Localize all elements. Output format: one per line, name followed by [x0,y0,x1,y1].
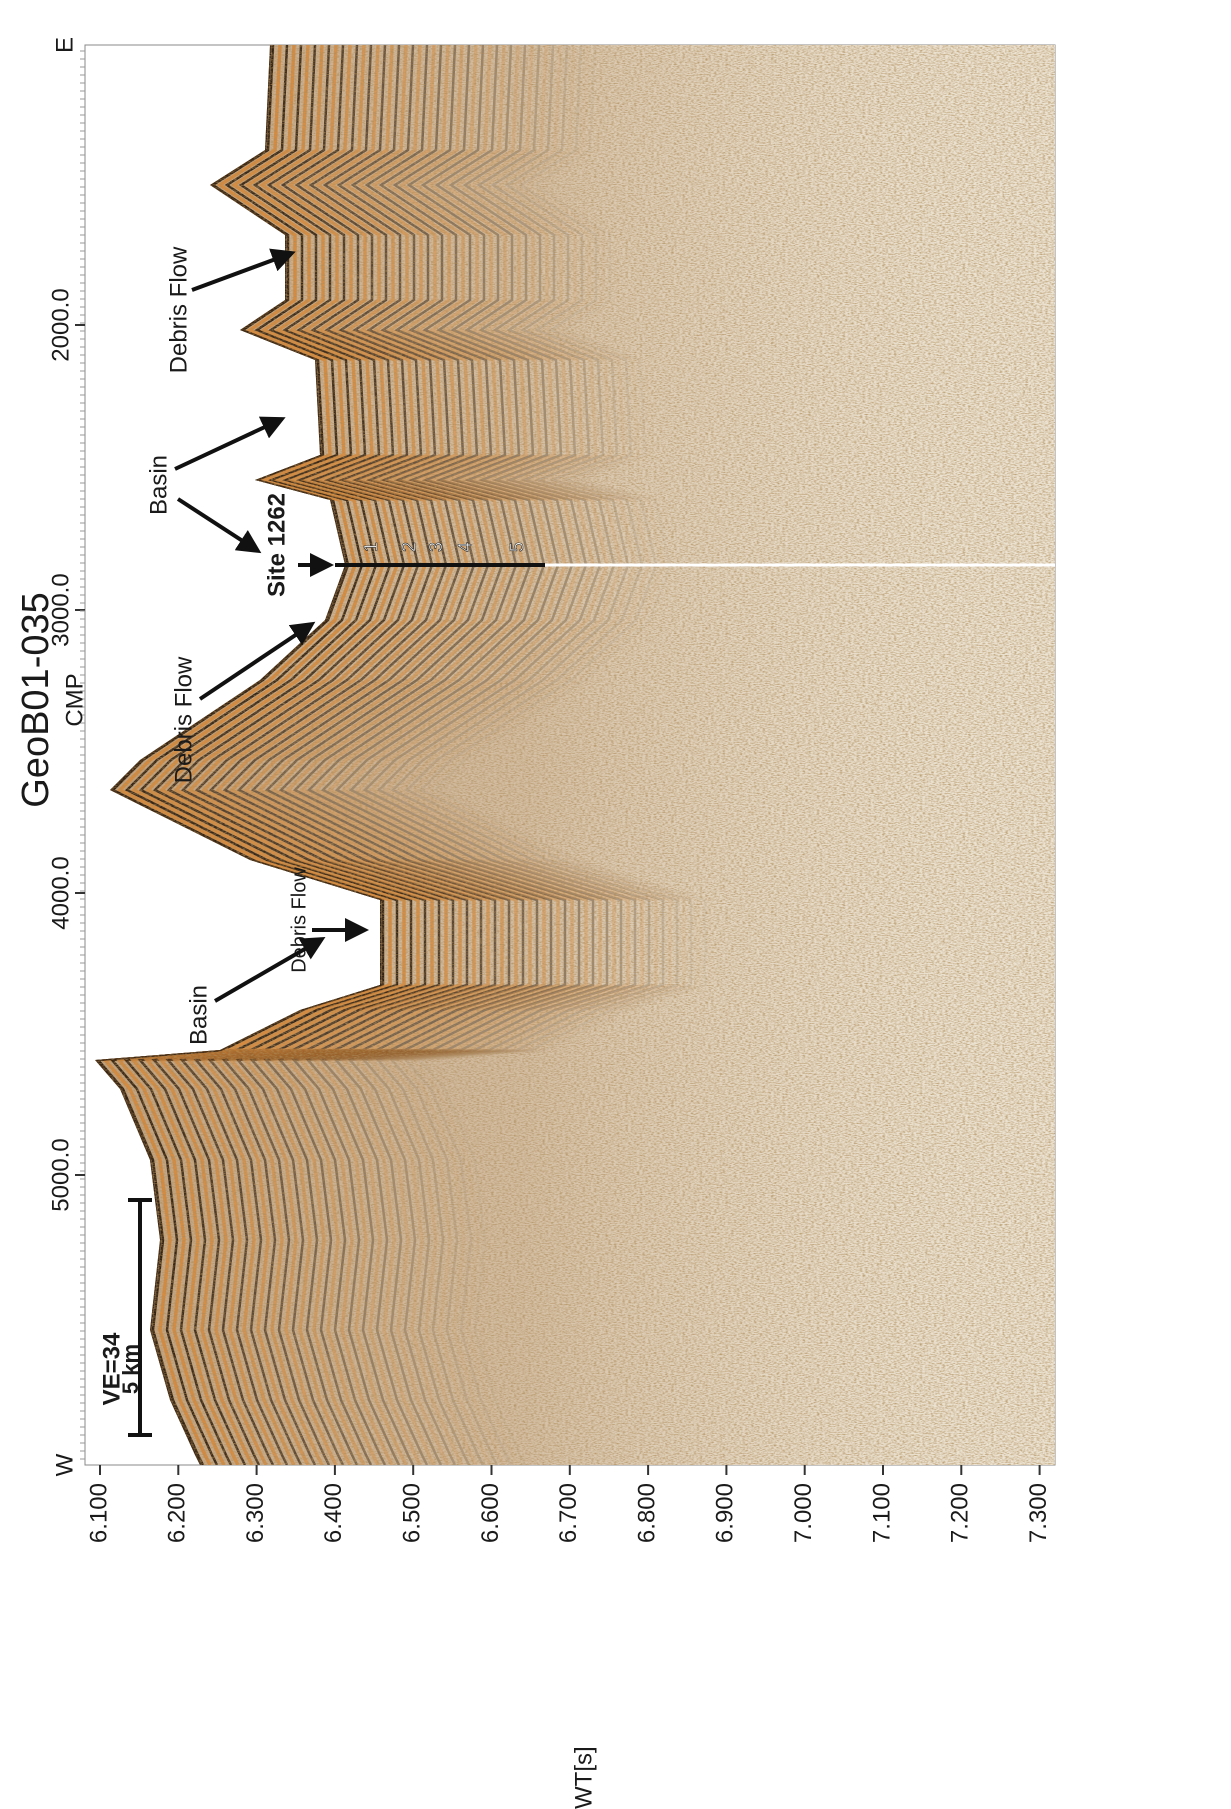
y-tick-label: 6.900 [712,1483,739,1543]
horizon-label: 3 [426,542,446,552]
title: GeoB01-035 [15,592,57,808]
x-end-label: E [51,37,78,53]
site-label: Site 1262 [263,493,290,597]
y-tick-label: 6.200 [164,1483,191,1543]
y-tick-label: 6.100 [85,1483,112,1543]
rotated-figure: 6.100 6.200 6.300 6.400 6.500 6.600 6.700 6.800… [15,37,1055,1809]
x-tick-label: 5000.0 [47,1138,74,1211]
x-tick-label: 2000.0 [47,288,74,361]
scale-label: 5 km [118,1344,143,1394]
y-tick-label: 6.800 [633,1483,660,1543]
horizon-label: 1 [361,542,381,552]
annotation: Basin [145,455,172,515]
y-tick-label: 6.600 [477,1483,504,1543]
x-end-label: W [51,1453,78,1476]
annotation: Basin [185,985,212,1045]
horizon-label: 5 [507,542,527,552]
y-tick-label: 7.000 [790,1483,817,1543]
horizon-label: 4 [455,542,475,552]
y-tick-label: 7.100 [868,1483,895,1543]
horizon-label: 2 [399,542,419,552]
y-tick-label: 7.300 [1025,1483,1052,1543]
figure: 6.100 6.200 6.300 6.400 6.500 6.600 6.700 6.800… [0,0,1231,1809]
y-tick-label: 6.400 [320,1483,347,1543]
page: 6.100 6.200 6.300 6.400 6.500 6.600 6.700 6.800… [0,0,1231,1809]
y-tick-label: 7.200 [947,1483,974,1543]
y-tick-label: 6.300 [242,1483,269,1543]
y-tick-label: 6.700 [555,1483,582,1543]
y-axis-label: TWT[s] [570,1746,597,1809]
annotation: Debris Flow [165,246,192,373]
x-tick-label: 4000.0 [47,856,74,929]
x-axis-label: CMP [61,673,88,726]
annotation: Debris Flow [170,656,197,783]
y-tick-label: 6.500 [399,1483,426,1543]
